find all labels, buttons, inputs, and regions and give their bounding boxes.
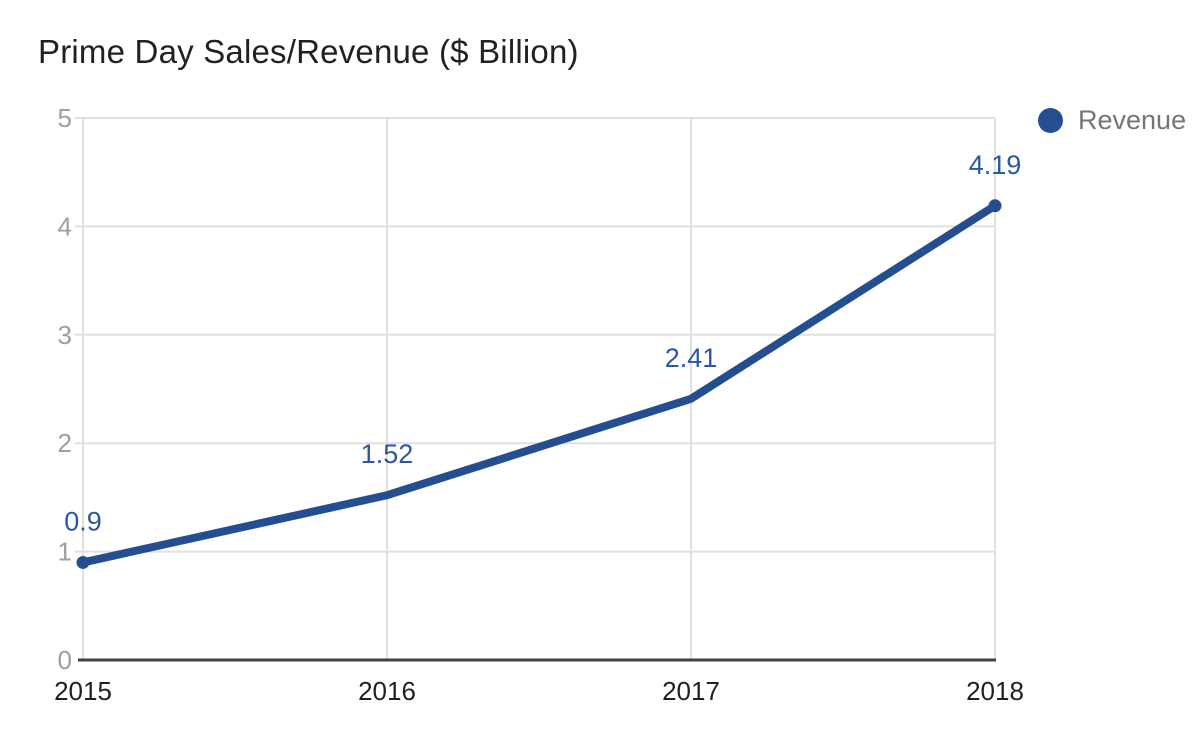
data-label: 1.52 <box>361 439 414 469</box>
legend[interactable]: Revenue <box>1038 107 1186 134</box>
x-tick-label: 2018 <box>966 676 1024 706</box>
y-tick-label: 5 <box>58 103 72 133</box>
revenue-line[interactable] <box>79 201 999 567</box>
y-tick-label: 1 <box>58 537 72 567</box>
x-tick-label: 2015 <box>54 676 112 706</box>
x-tick-label: 2017 <box>662 676 720 706</box>
y-tick-label: 2 <box>58 428 72 458</box>
legend-label-revenue: Revenue <box>1078 105 1187 135</box>
x-tick-label: 2016 <box>358 676 416 706</box>
data-label: 2.41 <box>665 343 718 373</box>
y-tick-label: 4 <box>58 211 72 241</box>
chart-title: Prime Day Sales/Revenue ($ Billion) <box>38 33 579 70</box>
legend-marker-revenue <box>1038 108 1063 133</box>
data-point-marker[interactable] <box>76 555 90 569</box>
data-label: 0.9 <box>64 506 102 536</box>
data-label: 4.19 <box>969 150 1022 180</box>
y-tick-label: 0 <box>58 645 72 675</box>
y-tick-label: 3 <box>58 320 72 350</box>
data-point-marker[interactable] <box>988 199 1002 213</box>
